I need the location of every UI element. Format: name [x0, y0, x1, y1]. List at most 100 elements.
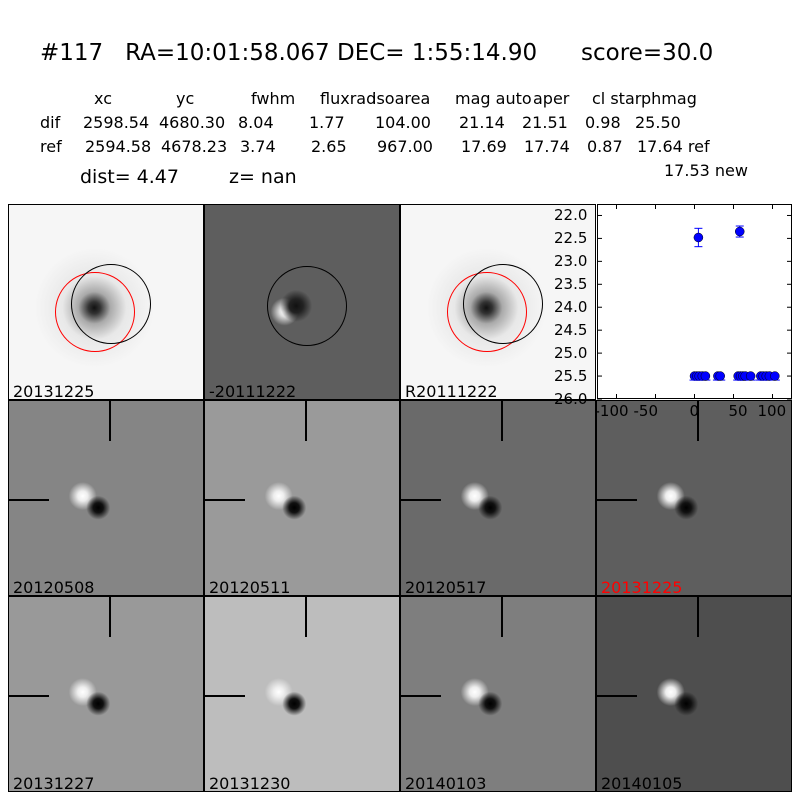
marker-horizontal-tick	[205, 695, 245, 697]
table-cell: 967.00	[377, 137, 433, 156]
image-cutout: 20120508	[8, 400, 204, 596]
x-tick-label: 50	[728, 402, 748, 420]
table-cell: 4678.23	[161, 137, 228, 156]
cutout-date-label: 20120517	[405, 578, 487, 596]
x-tick-label: -50	[633, 402, 659, 420]
marker-horizontal-tick	[597, 695, 637, 697]
image-cutout: -20111222	[204, 204, 400, 400]
table-cell: 17.74	[524, 137, 570, 156]
cutout-date-label: 20120508	[13, 578, 95, 596]
y-tick-label: 25.0	[554, 344, 588, 363]
column-header: fluxrad	[320, 89, 377, 108]
data-point	[734, 226, 745, 237]
cutout-date-label: 20120511	[209, 578, 291, 596]
cutout-date-label: -20111222	[209, 382, 297, 400]
cutout-date-label: 20140103	[405, 774, 487, 792]
cutout-date-label: 20131227	[13, 774, 95, 792]
marker-horizontal-tick	[9, 499, 49, 501]
y-tick-label: 22.0	[554, 206, 588, 225]
table-cell: 21.14	[459, 113, 505, 132]
marker-vertical-tick	[501, 401, 503, 441]
cutout-date-label: 20131225	[601, 578, 683, 596]
score: score=30.0	[581, 40, 714, 66]
y-tick-label: 22.5	[554, 229, 588, 248]
image-cutout: 20131225	[596, 400, 792, 596]
dec: DEC= 1:55:14.90	[337, 40, 538, 66]
y-tick-label: 23.5	[554, 275, 588, 294]
table-cell: 0.87	[587, 137, 623, 156]
image-cutout: 20131225	[8, 204, 204, 400]
lightcurve-plot	[597, 204, 792, 400]
image-cutout: 20131227	[8, 596, 204, 792]
candidate-id: #117	[40, 40, 104, 66]
x-tick-label: 0	[689, 402, 700, 420]
phmag-new: 17.53 new	[664, 161, 748, 180]
cutout-date-label: 20131225	[13, 382, 95, 400]
y-tick-label: 26.0	[554, 390, 588, 408]
column-header: mag auto	[455, 89, 532, 108]
marker-horizontal-tick	[401, 695, 441, 697]
table-cell: 1.77	[309, 113, 345, 132]
table-cell: 3.74	[240, 137, 276, 156]
column-header: cl star	[592, 89, 642, 108]
cutout-date-label: 20131230	[209, 774, 291, 792]
table-cell: 2598.54	[83, 113, 150, 132]
y-tick-label: 24.5	[554, 321, 588, 340]
table-cell: 0.98	[585, 113, 621, 132]
data-point	[770, 371, 780, 381]
marker-vertical-tick	[501, 597, 503, 637]
marker-vertical-tick	[305, 401, 307, 441]
table-cell: 2594.58	[85, 137, 152, 156]
image-cutout: 20140103	[400, 596, 596, 792]
image-cutout: 20120511	[204, 400, 400, 596]
figure-title: #117 RA=10:01:58.067 DEC= 1:55:14.90 sco…	[40, 40, 713, 66]
image-cutout: 20140105	[596, 596, 792, 792]
row-label: ref	[40, 137, 62, 156]
data-point	[693, 232, 704, 243]
table-cell: 25.50	[635, 113, 681, 132]
marker-horizontal-tick	[9, 695, 49, 697]
aperture-circle-black	[267, 266, 347, 346]
marker-horizontal-tick	[205, 499, 245, 501]
cutout-date-label: R20111222	[405, 382, 498, 400]
dist-value: dist= 4.47	[80, 166, 179, 188]
column-header: phmag	[641, 89, 697, 108]
table-cell: 2.65	[311, 137, 347, 156]
table-cell: 17.64 ref	[637, 137, 710, 156]
marker-vertical-tick	[109, 597, 111, 637]
marker-vertical-tick	[109, 401, 111, 441]
column-header: xc	[94, 89, 112, 108]
x-tick-label: 100	[757, 402, 787, 420]
row-label: dif	[40, 113, 61, 132]
data-point	[745, 371, 756, 381]
column-header: yc	[176, 89, 195, 108]
table-cell: 21.51	[522, 113, 568, 132]
image-cutout: 20120517	[400, 400, 596, 596]
marker-horizontal-tick	[401, 499, 441, 501]
column-header: isoarea	[372, 89, 431, 108]
table-cell: 4680.30	[159, 113, 226, 132]
ra: RA=10:01:58.067	[125, 40, 330, 66]
column-header: fwhm	[251, 89, 296, 108]
data-point	[700, 371, 711, 381]
table-cell: 104.00	[375, 113, 431, 132]
y-tick-label: 25.5	[554, 367, 588, 386]
aperture-circle-black	[463, 264, 543, 344]
marker-vertical-tick	[697, 597, 699, 637]
table-cell: 17.69	[461, 137, 507, 156]
x-tick-label: -100	[594, 402, 629, 420]
z-value: z= nan	[229, 166, 297, 188]
cutout-date-label: 20140105	[601, 774, 683, 792]
marker-vertical-tick	[305, 597, 307, 637]
column-header: aper	[533, 89, 570, 108]
image-cutout: 20131230	[204, 596, 400, 792]
aperture-circle-black	[71, 264, 151, 344]
data-point	[715, 371, 725, 381]
table-cell: 8.04	[238, 113, 274, 132]
marker-horizontal-tick	[597, 499, 637, 501]
y-tick-label: 23.0	[554, 252, 588, 271]
y-tick-label: 24.0	[554, 298, 588, 317]
marker-vertical-tick	[697, 401, 699, 441]
image-cutout: R20111222	[400, 204, 596, 400]
